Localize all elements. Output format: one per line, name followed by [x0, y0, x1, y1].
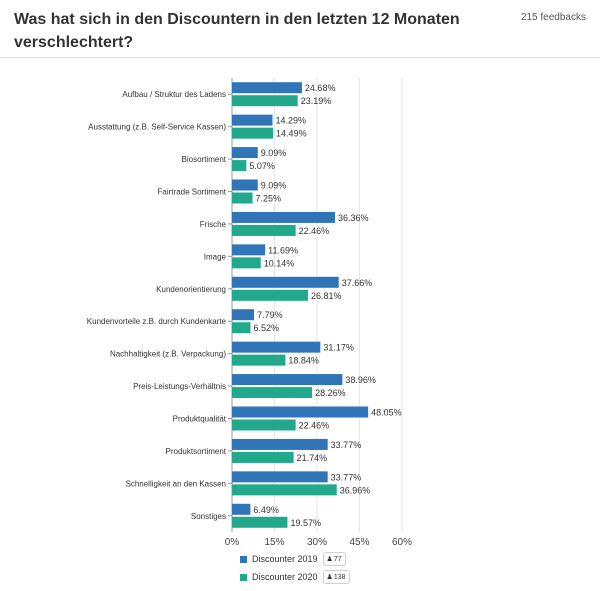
bar-value-label: 14.49%: [276, 129, 307, 139]
category-label: Kundenvorteile z.B. durch Kundenkarte: [87, 317, 227, 326]
bar-value-label: 14.29%: [275, 116, 306, 126]
bar: [232, 322, 251, 334]
bar-value-label: 5.07%: [249, 161, 275, 171]
feedback-count: 215 feedbacks: [520, 12, 586, 23]
bar: [232, 127, 274, 139]
legend-item-2019[interactable]: Discounter 2019 ♟ 77: [240, 550, 350, 568]
category-label: Kundenorientierung: [156, 285, 226, 294]
bar-value-label: 23.19%: [301, 96, 332, 106]
bar: [232, 192, 253, 204]
category-label: Preis-Leistungs-Verhältnis: [133, 382, 226, 391]
bar-value-label: 6.52%: [253, 323, 279, 333]
x-tick-label: 0%: [225, 537, 240, 548]
bar-value-label: 36.36%: [338, 213, 369, 223]
bar: [232, 484, 337, 496]
bar-value-label: 19.57%: [290, 518, 321, 528]
bar: [232, 179, 258, 191]
bar-value-label: 24.68%: [305, 83, 336, 93]
bar-value-label: 11.69%: [268, 245, 298, 255]
bar-value-label: 33.77%: [331, 472, 362, 482]
x-tick-label: 60%: [392, 537, 412, 548]
respondent-count-value-2020: 138: [333, 573, 346, 581]
bar-value-label: 38.96%: [345, 375, 376, 385]
legend-item-2020[interactable]: Discounter 2020 ♟ 138: [240, 568, 350, 586]
category-label: Biosortiment: [182, 155, 227, 164]
bar: [232, 276, 339, 288]
legend-label-2019: Discounter 2019: [252, 554, 318, 564]
bar-value-label: 48.05%: [371, 408, 402, 418]
x-tick-label: 30%: [307, 537, 327, 548]
bar: [232, 374, 343, 386]
category-label: Schnelligkeit an den Kassen: [125, 479, 226, 488]
bar: [232, 438, 328, 450]
bar: [232, 95, 298, 107]
category-label: Image: [204, 252, 227, 261]
category-label: Ausstattung (z.B. Self-Service Kassen): [88, 123, 226, 132]
category-label: Fairtrade Sortiment: [158, 188, 227, 197]
bar: [232, 309, 255, 321]
bar: [232, 147, 258, 159]
chart-legend: Discounter 2019 ♟ 77 Discounter 2020 ♟ 1…: [240, 550, 350, 586]
bar: [232, 406, 369, 418]
bar-value-label: 37.66%: [342, 278, 373, 288]
bar-value-label: 7.79%: [257, 310, 283, 320]
category-label: Aufbau / Struktur des Ladens: [122, 90, 226, 99]
bar: [232, 211, 336, 223]
respondent-count-2020: ♟ 138: [322, 570, 350, 584]
bar-value-label: 9.09%: [261, 181, 287, 191]
category-label: Produktqualität: [173, 415, 227, 424]
bar-value-label: 31.17%: [323, 343, 354, 353]
bar-value-label: 22.46%: [299, 421, 330, 431]
bar: [232, 387, 313, 399]
bar-value-label: 33.77%: [331, 440, 362, 450]
bar: [232, 257, 261, 269]
bar: [232, 516, 288, 528]
bar: [232, 341, 321, 353]
category-label: Produktsortiment: [166, 447, 227, 456]
bar: [232, 82, 302, 94]
x-tick-label: 45%: [349, 537, 369, 548]
bar: [232, 354, 286, 366]
x-tick-label: 15%: [264, 537, 284, 548]
legend-label-2020: Discounter 2020: [252, 572, 318, 582]
legend-swatch-2019: [240, 555, 247, 563]
respondent-count-2019: ♟ 77: [322, 552, 346, 566]
bar-value-label: 36.96%: [340, 485, 371, 495]
bar: [232, 224, 296, 236]
bar-value-label: 6.49%: [253, 505, 279, 515]
category-label: Nachhaltigkeit (z.B. Verpackung): [110, 350, 226, 359]
respondent-count-value-2019: 77: [333, 555, 342, 563]
bar: [232, 160, 247, 172]
bar: [232, 471, 328, 483]
header-divider: [0, 57, 600, 58]
bar-value-label: 9.09%: [261, 148, 287, 158]
bar-value-label: 7.25%: [256, 194, 282, 204]
legend-swatch-2020: [240, 573, 247, 581]
bar: [232, 503, 251, 515]
bar-value-label: 21.74%: [297, 453, 328, 463]
bar-value-label: 22.46%: [299, 226, 330, 236]
bar: [232, 451, 294, 463]
bar-value-label: 10.14%: [264, 258, 295, 268]
bar: [232, 419, 296, 431]
category-label: Frische: [200, 220, 227, 229]
bar-value-label: 26.81%: [311, 291, 342, 301]
person-icon: ♟: [326, 556, 333, 563]
category-label: Sonstiges: [191, 512, 226, 521]
bar-value-label: 28.26%: [315, 388, 346, 398]
bar: [232, 289, 308, 301]
bar: [232, 244, 266, 256]
bar: [232, 114, 273, 126]
person-icon: ♟: [326, 574, 333, 581]
chart-title: Was hat sich in den Discountern in den l…: [14, 11, 460, 51]
bar-value-label: 18.84%: [288, 356, 319, 366]
